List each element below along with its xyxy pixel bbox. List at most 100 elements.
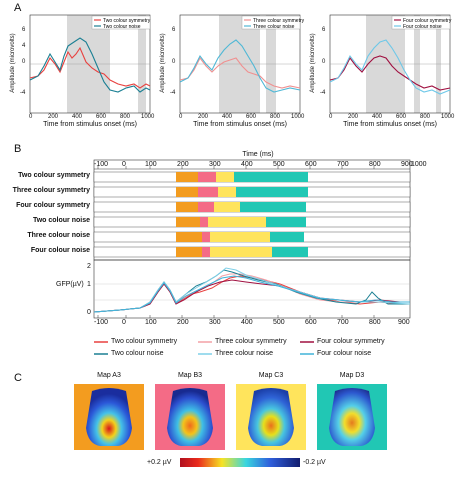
map-title: Map A3: [97, 372, 121, 379]
xtick: 800: [270, 114, 281, 120]
xtick: 0: [29, 114, 33, 120]
microstate-row-4: [93, 216, 411, 228]
row-label: Three colour symmetry: [12, 187, 90, 194]
gfp-ytick: 2: [87, 263, 91, 270]
colorbar-right-label: -0.2 µV: [303, 459, 326, 466]
map-title: Map B3: [177, 372, 203, 379]
xtick: 600: [246, 114, 257, 120]
top-tick: 0: [122, 161, 126, 168]
gfp-plot: [93, 259, 411, 319]
microstate-row-3: [93, 201, 411, 213]
xtick: 1000: [141, 114, 155, 120]
colorbar: [180, 458, 300, 467]
top-tick: 200: [177, 161, 189, 168]
panel-b-letter: B: [14, 143, 22, 155]
ytick: 6: [322, 27, 326, 33]
bottom-tick: -100: [94, 319, 109, 326]
ytick: -4: [320, 90, 326, 96]
legend-b-item: Four colour symmetry: [317, 338, 385, 345]
legend-b-item: Three colour noise: [215, 350, 273, 357]
map-title: Map D3: [339, 372, 365, 379]
top-tick: 800: [369, 161, 381, 168]
ytick: 0: [172, 59, 176, 65]
top-tick: 300: [209, 161, 221, 168]
ytick: 0: [22, 59, 26, 65]
erp-plot-1: Two colour symmetry Two colour noise: [29, 14, 151, 114]
bottom-tick: 200: [177, 319, 189, 326]
legend-a2-noise: Three colour noise: [253, 24, 295, 30]
top-tick: 100: [145, 161, 157, 168]
ytick: -4: [20, 90, 26, 96]
legend-b-item: Two colour symmetry: [111, 338, 178, 345]
bottom-tick: 300: [209, 319, 221, 326]
panel-c-letter: C: [14, 372, 22, 384]
microstate-row-6: [93, 246, 411, 258]
row-label: Three colour noise: [27, 232, 90, 239]
bottom-tick: 500: [273, 319, 285, 326]
xtick: 200: [348, 114, 359, 120]
ytick: 6: [22, 27, 26, 33]
bottom-tick: 800: [369, 319, 381, 326]
row-label: Four colour symmetry: [16, 202, 90, 209]
panel-b-legend-lines: [94, 341, 314, 355]
xtick: 600: [96, 114, 107, 120]
panel-a-xlabel-2: Time from stimulus onset (ms): [193, 121, 287, 128]
panel-a-letter: A: [14, 2, 22, 14]
bottom-tick: 0: [122, 319, 126, 326]
legend-b-item: Four colour noise: [317, 350, 372, 357]
top-tick: 500: [273, 161, 285, 168]
bottom-tick: 100: [145, 319, 157, 326]
xtick: 200: [48, 114, 59, 120]
ytick: 4: [22, 43, 26, 49]
map-d3: [317, 384, 387, 450]
xtick: 400: [222, 114, 233, 120]
gfp-label: GFP(µV): [56, 281, 84, 288]
xtick: 400: [372, 114, 383, 120]
legend-a3-sym: Four colour symmetry: [403, 18, 452, 24]
row-label: Two colour symmetry: [18, 172, 90, 179]
colorbar-left-label: +0.2 µV: [147, 459, 172, 466]
microstate-row-1: [93, 171, 411, 183]
top-tick: 1000: [411, 161, 427, 168]
row-label: Four colour noise: [30, 247, 90, 254]
panel-b-graphic: [93, 159, 411, 319]
gfp-ytick: 1: [87, 281, 91, 288]
legend-b-item: Two colour noise: [111, 350, 164, 357]
bottom-tick: 700: [337, 319, 349, 326]
panel-a-plots: Two colour symmetry Two colour noise Thr…: [29, 14, 452, 114]
ytick: 6: [172, 27, 176, 33]
erp-plot-2: Three colour symmetry Three colour noise: [179, 14, 305, 114]
ytick: -4: [170, 90, 176, 96]
row-label: Two colour noise: [32, 217, 90, 224]
legend-a1-sym: Two colour symmetry: [103, 18, 151, 24]
xtick: 1000: [441, 114, 455, 120]
gfp-ytick: 0: [87, 309, 91, 316]
map-b3: [155, 384, 225, 450]
xtick: 800: [420, 114, 431, 120]
bottom-tick: 900: [398, 319, 410, 326]
xtick: 1000: [291, 114, 305, 120]
top-tick: 600: [305, 161, 317, 168]
panel-a-xlabel-1: Time from stimulus onset (ms): [43, 121, 137, 128]
xtick: 0: [329, 114, 333, 120]
legend-a1-noise: Two colour noise: [103, 24, 141, 30]
xtick: 0: [179, 114, 183, 120]
top-tick: 700: [337, 161, 349, 168]
microstate-row-2: [93, 186, 411, 198]
legend-b-item: Three colour symmetry: [215, 338, 287, 345]
top-tick: 900: [401, 161, 413, 168]
top-tick: 400: [241, 161, 253, 168]
xtick: 600: [396, 114, 407, 120]
map-c3: [236, 384, 306, 450]
erp-plot-3: Four colour symmetry Four colour noise: [329, 14, 452, 114]
bottom-tick: 400: [241, 319, 253, 326]
xtick: 800: [120, 114, 131, 120]
panel-a-xlabel-3: Time from stimulus onset (ms): [343, 121, 437, 128]
ytick: 0: [322, 59, 326, 65]
xtick: 200: [198, 114, 209, 120]
map-title: Map C3: [258, 372, 284, 379]
legend-a3-noise: Four colour noise: [403, 24, 442, 30]
legend-a2-sym: Three colour symmetry: [253, 18, 305, 24]
map-a3: [74, 384, 144, 450]
